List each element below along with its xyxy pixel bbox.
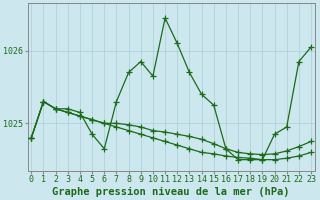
X-axis label: Graphe pression niveau de la mer (hPa): Graphe pression niveau de la mer (hPa) — [52, 186, 290, 197]
